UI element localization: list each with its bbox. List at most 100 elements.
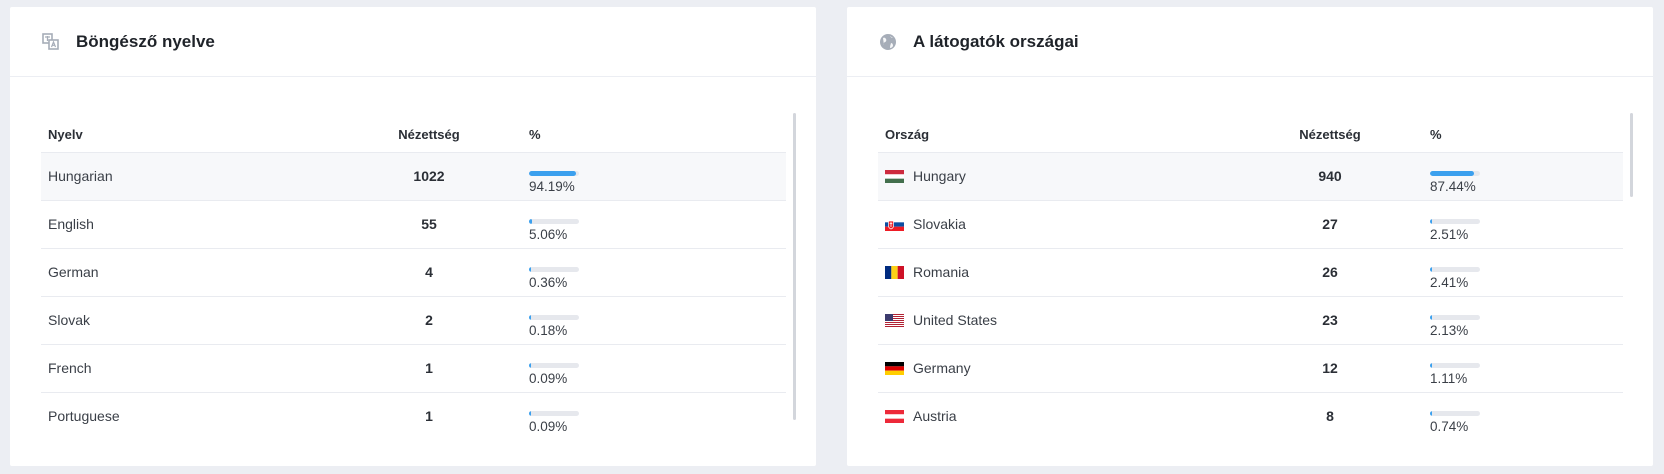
slovakia-flag-icon <box>885 217 904 231</box>
row-percentage: 2.41% <box>1430 248 1623 296</box>
row-name-cell: Hungary <box>878 152 1230 200</box>
progress-bar-fill <box>1430 170 1474 176</box>
percentage-text: 94.19% <box>529 178 575 194</box>
percentage-text: 0.36% <box>529 274 568 290</box>
percentage-text: 5.06% <box>529 226 568 242</box>
row-name-cell: Germany <box>878 344 1230 392</box>
table-row: Portuguese 1 0.09% <box>41 392 786 440</box>
progress-bar-fill <box>529 170 577 176</box>
progress-bar-fill <box>529 410 531 416</box>
germany-flag-icon <box>885 361 904 375</box>
progress-bar <box>1430 170 1480 176</box>
percentage-text: 0.18% <box>529 322 568 338</box>
row-name-cell: Austria <box>878 392 1230 440</box>
table-header-row: Nyelv Nézettség % <box>41 117 786 153</box>
scrollbar[interactable] <box>1630 113 1633 197</box>
row-views: 27 <box>1322 216 1338 232</box>
row-views: 4 <box>425 264 433 280</box>
progress-bar-fill <box>1430 362 1432 368</box>
usa-flag-icon <box>885 313 904 327</box>
row-label: Slovakia <box>913 216 966 232</box>
row-label: United States <box>913 312 998 328</box>
row-views: 8 <box>1326 408 1334 425</box>
column-header-name[interactable]: Ország <box>878 117 1230 153</box>
hungary-flag-icon <box>885 169 904 183</box>
country-table: Ország Nézettség % Hungary 940 87.44% Slova… <box>878 117 1623 440</box>
card-header: Böngésző nyelve <box>10 7 816 77</box>
table-row: Hungarian 1022 94.19% <box>41 152 786 200</box>
progress-bar <box>529 362 579 368</box>
globe-icon <box>879 33 897 51</box>
progress-bar-fill <box>529 218 532 224</box>
progress-bar-fill <box>529 314 531 320</box>
column-header-views[interactable]: Nézettség <box>1230 117 1430 153</box>
row-label: German <box>48 264 99 280</box>
row-label: Hungary <box>913 168 966 184</box>
row-name-cell: Slovak <box>41 296 329 344</box>
row-percentage: 0.09% <box>529 344 786 392</box>
card-body: Nyelv Nézettség % Hungarian 1022 94.19% Eng… <box>10 77 816 440</box>
language-table: Nyelv Nézettség % Hungarian 1022 94.19% Eng… <box>41 117 786 440</box>
row-views: 12 <box>1322 360 1338 376</box>
table-row: German 4 0.36% <box>41 248 786 296</box>
progress-bar <box>529 266 579 272</box>
card-header: A látogatók országai <box>847 7 1653 77</box>
progress-bar <box>529 314 579 320</box>
row-percentage: 2.51% <box>1430 200 1623 248</box>
row-label: Portuguese <box>48 408 120 425</box>
row-label: French <box>48 360 92 376</box>
row-name-cell: Hungarian <box>41 152 329 200</box>
row-views: 55 <box>421 216 437 232</box>
row-percentage: 0.09% <box>529 392 786 440</box>
row-label: Romania <box>913 264 970 280</box>
progress-bar <box>529 410 579 416</box>
row-percentage: 94.19% <box>529 152 786 200</box>
row-views: 1 <box>425 408 433 425</box>
row-views: 2 <box>425 312 433 328</box>
row-percentage: 5.06% <box>529 200 786 248</box>
percentage-text: 2.13% <box>1430 322 1469 338</box>
table-row: United States 23 2.13% <box>878 296 1623 344</box>
column-header-pct[interactable]: % <box>1430 117 1623 153</box>
row-views: 940 <box>1318 168 1342 184</box>
table-row: French 1 0.09% <box>41 344 786 392</box>
row-name-cell: Slovakia <box>878 200 1230 248</box>
row-name-cell: English <box>41 200 329 248</box>
percentage-text: 87.44% <box>1430 178 1476 194</box>
progress-bar <box>1430 410 1480 416</box>
progress-bar <box>1430 218 1480 224</box>
row-views: 1 <box>425 360 433 376</box>
percentage-text: 0.09% <box>529 370 568 386</box>
austria-flag-icon <box>885 409 904 423</box>
progress-bar <box>1430 362 1480 368</box>
table-row: Germany 12 1.11% <box>878 344 1623 392</box>
column-header-views[interactable]: Nézettség <box>329 117 529 153</box>
table-row: English 55 5.06% <box>41 200 786 248</box>
progress-bar <box>1430 314 1480 320</box>
row-percentage: 0.36% <box>529 248 786 296</box>
row-views: 26 <box>1322 264 1338 280</box>
percentage-text: 0.74% <box>1430 418 1469 434</box>
browser-language-card: Böngésző nyelve Nyelv Nézettség % Hungar… <box>10 7 816 466</box>
percentage-text: 0.09% <box>529 418 568 434</box>
row-percentage: 87.44% <box>1430 152 1623 200</box>
progress-bar-fill <box>1430 314 1432 320</box>
row-name-cell: German <box>41 248 329 296</box>
romania-flag-icon <box>885 265 904 279</box>
card-body: Ország Nézettség % Hungary 940 87.44% Slova… <box>847 77 1653 440</box>
table-header-row: Ország Nézettség % <box>878 117 1623 153</box>
column-header-name[interactable]: Nyelv <box>41 117 329 153</box>
row-label: English <box>48 216 94 232</box>
row-label: Germany <box>913 360 971 376</box>
row-name-cell: Portuguese <box>41 392 329 440</box>
translate-icon <box>42 32 60 51</box>
scrollbar[interactable] <box>793 113 796 420</box>
percentage-text: 2.41% <box>1430 274 1469 290</box>
row-percentage: 2.13% <box>1430 296 1623 344</box>
row-views: 1022 <box>413 168 445 184</box>
table-row: Austria 8 0.74% <box>878 392 1623 440</box>
progress-bar-fill <box>1430 410 1432 416</box>
column-header-pct[interactable]: % <box>529 117 786 153</box>
row-percentage: 0.18% <box>529 296 786 344</box>
row-name-cell: French <box>41 344 329 392</box>
